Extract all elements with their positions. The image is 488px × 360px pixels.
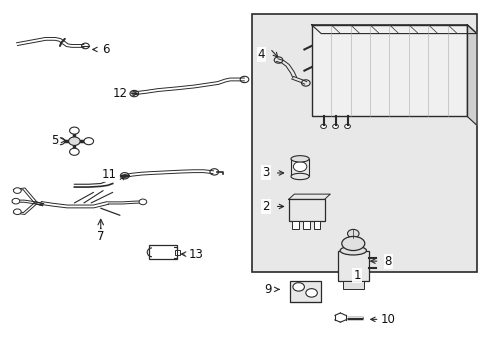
Text: 11: 11 (102, 168, 117, 181)
Polygon shape (467, 25, 476, 125)
Circle shape (12, 198, 20, 204)
Circle shape (305, 289, 317, 297)
Circle shape (68, 137, 80, 145)
Circle shape (69, 148, 79, 155)
Text: 4: 4 (257, 48, 264, 61)
Text: 12: 12 (112, 87, 127, 100)
Circle shape (347, 229, 358, 238)
Polygon shape (311, 25, 476, 33)
Bar (313, 221, 320, 229)
Text: 10: 10 (380, 313, 395, 326)
Text: 5: 5 (51, 134, 59, 147)
Text: 13: 13 (188, 248, 203, 261)
FancyBboxPatch shape (251, 14, 476, 272)
Circle shape (55, 138, 64, 145)
Bar (289, 280, 321, 302)
Bar (303, 221, 309, 229)
Text: 7: 7 (97, 230, 104, 243)
Bar (288, 199, 324, 221)
Ellipse shape (290, 173, 308, 180)
Bar (311, 25, 467, 117)
Ellipse shape (340, 246, 366, 255)
Circle shape (14, 209, 21, 215)
Text: 6: 6 (102, 43, 109, 56)
Bar (342, 280, 364, 289)
Text: 1: 1 (353, 269, 360, 282)
Text: 3: 3 (262, 166, 269, 179)
Circle shape (84, 138, 93, 145)
Bar (337, 251, 368, 280)
Text: 9: 9 (263, 283, 271, 296)
Text: 8: 8 (384, 255, 391, 267)
Circle shape (344, 124, 350, 129)
Circle shape (332, 124, 338, 129)
Circle shape (14, 188, 21, 193)
Circle shape (139, 199, 146, 205)
Bar (292, 221, 299, 229)
Text: 2: 2 (262, 200, 269, 213)
Circle shape (69, 127, 79, 134)
Bar (148, 245, 177, 260)
Ellipse shape (341, 237, 364, 251)
Bar (290, 159, 308, 176)
Ellipse shape (290, 156, 308, 162)
Circle shape (320, 124, 326, 129)
Circle shape (293, 162, 306, 171)
Circle shape (292, 283, 304, 291)
Bar (174, 250, 180, 255)
